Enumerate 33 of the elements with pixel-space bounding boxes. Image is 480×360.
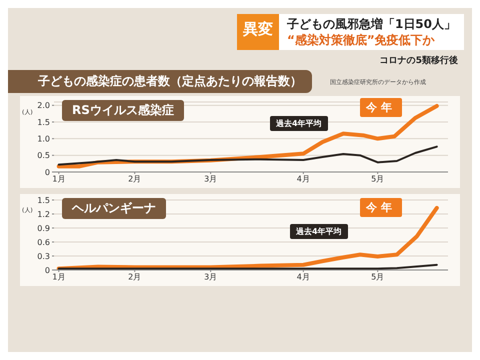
y-tick-label: 1.5 xyxy=(37,118,50,127)
x-tick-label: 3月 xyxy=(204,174,218,184)
line-series xyxy=(58,146,438,166)
x-tick-label: 3月 xyxy=(204,272,218,282)
x-tick-label: 2月 xyxy=(128,174,142,184)
x-tick-label: 4月 xyxy=(296,174,310,184)
text: 今年 xyxy=(360,198,402,217)
chart-title: RSウイルス感染症 xyxy=(62,100,184,121)
y-tick-label: 0.9 xyxy=(37,224,50,233)
text: コロナの5類移行後 xyxy=(380,54,458,67)
x-tick-label: 5月 xyxy=(371,272,384,282)
text: 子どもの感染症の患者数（定点あたりの報告数） xyxy=(8,70,312,93)
y-tick-label: 0.6 xyxy=(37,238,50,247)
y-tick-label: 0.5 xyxy=(37,151,50,160)
x-tick-label: 5月 xyxy=(371,174,384,184)
x-tick-label: 2月 xyxy=(128,272,142,282)
text: 子どもの風邪急増「1日50人」 xyxy=(286,16,456,32)
y-tick-label: 1.5 xyxy=(37,196,50,205)
x-tick-label: 1月 xyxy=(52,272,66,282)
chart-title: ヘルパンギーナ xyxy=(62,198,166,219)
y-tick-label: 0 xyxy=(44,266,50,275)
text: 異変 xyxy=(236,14,279,50)
y-tick-label: 1.0 xyxy=(37,134,50,144)
y-tick-label: 2.0 xyxy=(37,101,50,110)
x-tick-label: 4月 xyxy=(296,272,310,282)
text: 過去4年平均 xyxy=(270,116,328,131)
x-tick-label: 1月 xyxy=(52,174,66,184)
text: “感染対策徹底”免疫低下か xyxy=(286,32,436,48)
y-tick-label: 0 xyxy=(44,168,50,177)
y-tick-label: 0.3 xyxy=(37,252,50,261)
series-label: 今年 xyxy=(360,98,402,117)
text: 過去4年平均 xyxy=(290,224,348,239)
y-tick-label: 1.2 xyxy=(37,210,50,219)
